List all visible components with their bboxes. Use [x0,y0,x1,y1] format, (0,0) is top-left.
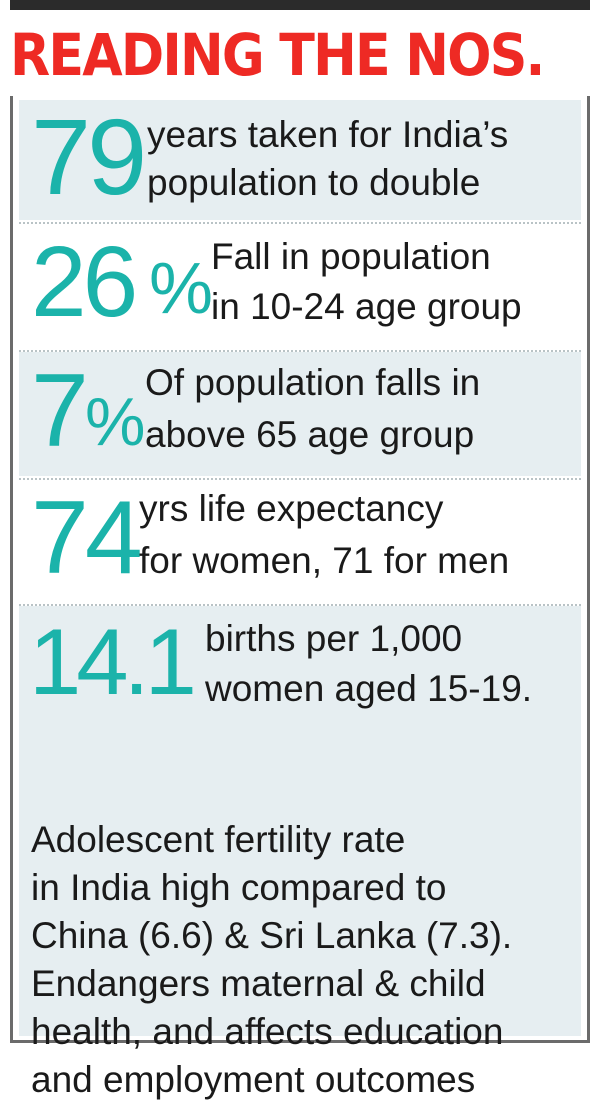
stat-number: 74 [31,480,143,596]
paragraph-line: Endangers maternal & child [31,963,486,1004]
stat-number: 7 [31,353,89,469]
paragraph-line: health, and affects education [31,1011,504,1052]
paragraph-line: and employment outcomes [31,1059,476,1100]
stat-line-1: Fall in population [211,236,491,277]
stat-row-population-doubling: 79 years taken for India’s population to… [19,96,581,220]
divider [19,350,581,352]
stat-line-2: population to double [147,162,481,203]
stat-row-youth-fall: 26 % Fall in population in 10-24 age gro… [19,224,581,348]
divider [19,478,581,480]
stat-line-2: for women, 71 for men [139,540,510,581]
percent-sign: % [85,384,146,460]
paragraph-line: China (6.6) & Sri Lanka (7.3). [31,915,513,956]
page-title: READING THE NOS. [10,21,545,89]
stat-line-2: above 65 age group [145,414,475,455]
stat-row-adolescent-fertility: 14.1 births per 1,000 women aged 15-19. [19,606,581,1036]
divider [19,604,581,606]
top-rule [10,0,590,10]
stat-line-1: yrs life expectancy [139,488,444,529]
paragraph-line: Adolescent fertility rate [31,819,406,860]
paragraph-line: in India high compared to [31,867,447,908]
stat-number: 26 [31,226,138,338]
stat-line-2: in 10-24 age group [211,286,522,327]
stat-line-2: women aged 15-19. [205,668,533,709]
stats-panel: 79 years taken for India’s population to… [10,96,590,1100]
stat-line-1: births per 1,000 [205,618,463,659]
divider [19,222,581,224]
stat-line-1: years taken for India’s [147,114,509,155]
stat-number: 79 [31,96,147,217]
stat-line-1: Of population falls in [145,362,481,403]
stat-row-elderly: 7 % Of population falls in above 65 age … [19,352,581,476]
fertility-explanation: Adolescent fertility rate in India high … [31,816,591,1104]
stat-row-life-expectancy: 74 yrs life expectancy for women, 71 for… [19,480,581,602]
percent-sign: % [149,249,214,329]
stat-number: 14.1 [29,609,197,714]
